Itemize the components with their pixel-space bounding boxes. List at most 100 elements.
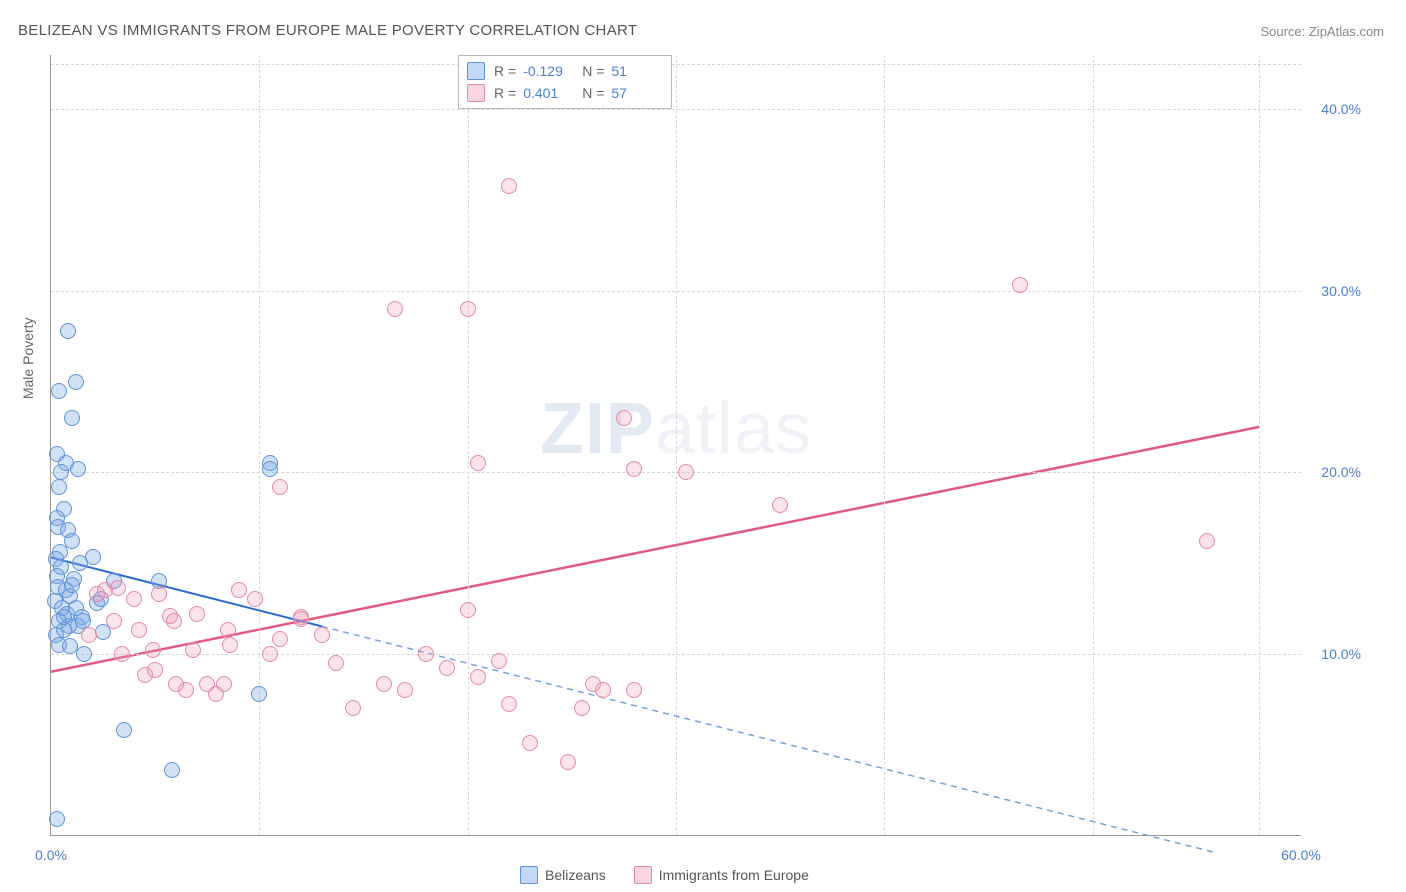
data-point: [116, 722, 132, 738]
trend-line: [322, 626, 1218, 853]
data-point: [216, 676, 232, 692]
stat-n-label: N =: [582, 82, 604, 104]
data-point: [293, 611, 309, 627]
stats-row: R = -0.129 N = 51: [467, 60, 661, 82]
gridline-vertical: [259, 55, 260, 835]
data-point: [314, 627, 330, 643]
data-point: [470, 669, 486, 685]
stats-box: R = -0.129 N = 51 R = 0.401 N = 57: [458, 55, 672, 109]
stat-r-label: R =: [494, 82, 516, 104]
stats-row: R = 0.401 N = 57: [467, 82, 661, 104]
stat-r-value: -0.129: [523, 60, 573, 82]
stat-n-label: N =: [582, 60, 604, 82]
gridline-vertical: [1259, 55, 1260, 835]
data-point: [189, 606, 205, 622]
stat-n-value: 57: [611, 82, 661, 104]
data-point: [247, 591, 263, 607]
data-point: [85, 549, 101, 565]
data-point: [328, 655, 344, 671]
data-point: [64, 577, 80, 593]
data-point: [147, 662, 163, 678]
data-point: [460, 602, 476, 618]
data-point: [151, 586, 167, 602]
stat-n-value: 51: [611, 60, 661, 82]
data-point: [56, 609, 72, 625]
data-point: [626, 461, 642, 477]
y-tick-label: 10.0%: [1306, 646, 1361, 662]
legend-item: Belizeans: [520, 866, 606, 884]
data-point: [145, 642, 161, 658]
data-point: [1199, 533, 1215, 549]
data-point: [522, 735, 538, 751]
legend-label: Immigrants from Europe: [659, 867, 809, 883]
data-point: [262, 461, 278, 477]
data-point: [51, 383, 67, 399]
data-point: [97, 582, 113, 598]
source-attribution: Source: ZipAtlas.com: [1260, 24, 1384, 39]
data-point: [49, 811, 65, 827]
legend-swatch: [634, 866, 652, 884]
data-point: [470, 455, 486, 471]
legend-label: Belizeans: [545, 867, 606, 883]
data-point: [60, 323, 76, 339]
gridline-vertical: [884, 55, 885, 835]
data-point: [626, 682, 642, 698]
stat-r-value: 0.401: [523, 82, 573, 104]
y-tick-label: 40.0%: [1306, 101, 1361, 117]
x-tick-label: 60.0%: [1281, 847, 1321, 863]
data-point: [616, 410, 632, 426]
data-point: [560, 754, 576, 770]
data-point: [76, 646, 92, 662]
y-axis-label: Male Poverty: [20, 317, 36, 399]
data-point: [231, 582, 247, 598]
data-point: [272, 479, 288, 495]
data-point: [460, 301, 476, 317]
data-point: [51, 479, 67, 495]
data-point: [397, 682, 413, 698]
data-point: [114, 646, 130, 662]
data-point: [376, 676, 392, 692]
data-point: [81, 627, 97, 643]
data-point: [126, 591, 142, 607]
data-point: [185, 642, 201, 658]
data-point: [70, 461, 86, 477]
data-point: [491, 653, 507, 669]
data-point: [262, 646, 278, 662]
data-point: [164, 762, 180, 778]
legend: Belizeans Immigrants from Europe: [520, 866, 809, 884]
chart-title: BELIZEAN VS IMMIGRANTS FROM EUROPE MALE …: [18, 22, 637, 39]
data-point: [574, 700, 590, 716]
legend-item: Immigrants from Europe: [634, 866, 809, 884]
data-point: [439, 660, 455, 676]
series-swatch: [467, 84, 485, 102]
data-point: [106, 613, 122, 629]
data-point: [251, 686, 267, 702]
legend-swatch: [520, 866, 538, 884]
data-point: [222, 637, 238, 653]
plot-area: ZIPatlas 10.0%20.0%30.0%40.0%0.0%60.0%: [50, 55, 1301, 836]
data-point: [345, 700, 361, 716]
series-swatch: [467, 62, 485, 80]
data-point: [595, 682, 611, 698]
data-point: [272, 631, 288, 647]
gridline-vertical: [468, 55, 469, 835]
data-point: [64, 410, 80, 426]
gridline-vertical: [1093, 55, 1094, 835]
data-point: [131, 622, 147, 638]
stat-r-label: R =: [494, 60, 516, 82]
data-point: [418, 646, 434, 662]
data-point: [53, 464, 69, 480]
data-point: [62, 638, 78, 654]
data-point: [678, 464, 694, 480]
data-point: [387, 301, 403, 317]
y-tick-label: 30.0%: [1306, 283, 1361, 299]
data-point: [1012, 277, 1028, 293]
x-tick-label: 0.0%: [35, 847, 67, 863]
data-point: [501, 178, 517, 194]
data-point: [772, 497, 788, 513]
data-point: [178, 682, 194, 698]
data-point: [501, 696, 517, 712]
gridline-vertical: [676, 55, 677, 835]
y-tick-label: 20.0%: [1306, 464, 1361, 480]
data-point: [68, 374, 84, 390]
